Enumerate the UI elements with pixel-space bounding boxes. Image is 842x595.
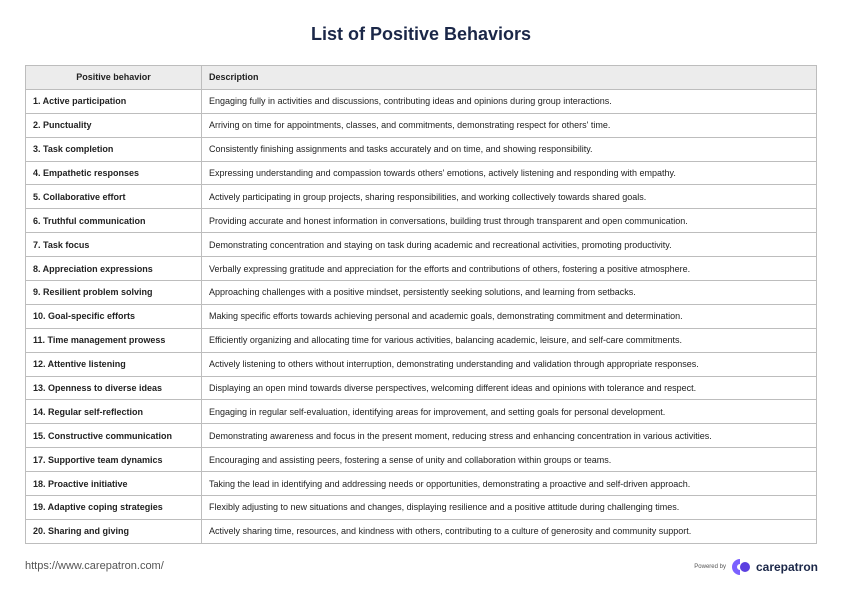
- behavior-cell: 12. Attentive listening: [25, 351, 202, 377]
- behavior-cell: 1. Active participation: [25, 88, 202, 114]
- table-row: 1. Active participation Engaging fully in…: [25, 88, 817, 114]
- table-row: 4. Empathetic responses Expressing unders…: [25, 160, 817, 186]
- table-row: 14. Regular self-reflection Engaging in r…: [25, 399, 817, 425]
- header-row: Positive behavior Description: [25, 65, 817, 90]
- table-row: 8. Appreciation expressions Verbally expr…: [25, 256, 817, 282]
- behavior-cell: 7. Task focus: [25, 232, 202, 258]
- description-cell: Actively participating in group projects…: [201, 184, 817, 210]
- brand-name: carepatron: [755, 560, 818, 574]
- description-cell: Engaging fully in activities and discuss…: [201, 88, 817, 114]
- table-row: 7. Task focus Demonstrating concentration…: [25, 232, 817, 258]
- table-body: 1. Active participation Engaging fully in…: [25, 88, 817, 544]
- behavior-cell: 8. Appreciation expressions: [25, 256, 202, 282]
- description-cell: Expressing understanding and compassion …: [201, 160, 817, 186]
- table-row: 9. Resilient problem solving Approaching …: [25, 280, 817, 305]
- description-cell: Arriving on time for appointments, class…: [201, 112, 817, 138]
- description-cell: Actively sharing time, resources, and ki…: [201, 518, 817, 544]
- table-row: 2. Punctuality Arriving on time for appoi…: [25, 112, 817, 138]
- description-cell: Providing accurate and honest informatio…: [201, 208, 817, 234]
- title: List of Positive Behaviors: [310, 24, 532, 44]
- column-header: Description: [201, 65, 817, 90]
- description-cell: Encouraging and assisting peers, fosteri…: [201, 447, 817, 473]
- footer-url[interactable]: https://www.carepatron.com/: [25, 560, 164, 572]
- table-row: 12. Attentive listening Actively listenin…: [25, 351, 817, 377]
- table-row: 10. Goal-specific efforts Making specific…: [25, 303, 817, 329]
- behavior-cell: 10. Goal-specific efforts: [25, 303, 202, 329]
- table-row: 20. Sharing and giving Actively sharing t…: [25, 518, 817, 544]
- behaviors-table: Positive behavior Description 1. Active …: [25, 65, 817, 544]
- behavior-cell: 14. Regular self-reflection: [25, 399, 202, 425]
- description-cell: Efficiently organizing and allocating ti…: [201, 327, 817, 353]
- behavior-cell: 6. Truthful communication: [25, 208, 202, 234]
- description-cell: Demonstrating awareness and focus in the…: [201, 423, 817, 449]
- description-cell: Making specific efforts towards achievin…: [201, 303, 817, 329]
- logo: [731, 559, 750, 575]
- behavior-cell: 18. Proactive initiative: [25, 471, 202, 497]
- description-cell: Approaching challenges with a positive m…: [201, 280, 817, 305]
- behavior-cell: 19. Adaptive coping strategies: [25, 495, 202, 520]
- description-cell: Taking the lead in identifying and addre…: [201, 471, 817, 497]
- table-row: 3. Task completion Consistently finishing…: [25, 136, 817, 162]
- description-cell: Consistently finishing assignments and t…: [201, 136, 817, 162]
- behavior-cell: 5. Collaborative effort: [25, 184, 202, 210]
- description-cell: Engaging in regular self-evaluation, ide…: [201, 399, 817, 425]
- description-cell: Flexibly adjusting to new situations and…: [201, 495, 817, 520]
- behavior-cell: 2. Punctuality: [25, 112, 202, 138]
- description-cell: Displaying an open mind towards diverse …: [201, 375, 817, 401]
- behavior-cell: 13. Openness to diverse ideas: [25, 375, 202, 401]
- description-cell: Verbally expressing gratitude and apprec…: [201, 256, 817, 282]
- table-row: 15. Constructive communication Demonstrat…: [25, 423, 817, 449]
- table-row: 19. Adaptive coping strategies Flexibly a…: [25, 495, 817, 520]
- behavior-cell: 4. Empathetic responses: [25, 160, 202, 186]
- table-row: 6. Truthful communication Providing accur…: [25, 208, 817, 234]
- behavior-cell: 3. Task completion: [25, 136, 202, 162]
- behavior-cell: 17. Supportive team dynamics: [25, 447, 202, 473]
- description-cell: Actively listening to others without int…: [201, 351, 817, 377]
- table-row: 13. Openness to diverse ideas Displaying …: [25, 375, 817, 401]
- behavior-cell: 20. Sharing and giving: [25, 518, 202, 544]
- table-row: 11. Time management prowess Efficiently o…: [25, 327, 817, 353]
- description-cell: Demonstrating concentration and staying …: [201, 232, 817, 258]
- behavior-cell: 15. Constructive communication: [25, 423, 202, 449]
- table-row: 5. Collaborative effort Actively particip…: [25, 184, 817, 210]
- brand: Powered by carepatron: [694, 558, 818, 576]
- table-row: 17. Supportive team dynamics Encouraging …: [25, 447, 817, 473]
- behavior-cell: 9. Resilient problem solving: [25, 280, 202, 305]
- powered-by: Powered by: [694, 564, 726, 570]
- behavior-cell: 11. Time management prowess: [25, 327, 202, 353]
- column-header: Positive behavior: [25, 65, 202, 90]
- table-row: 18. Proactive initiative Taking the lead …: [25, 471, 817, 497]
